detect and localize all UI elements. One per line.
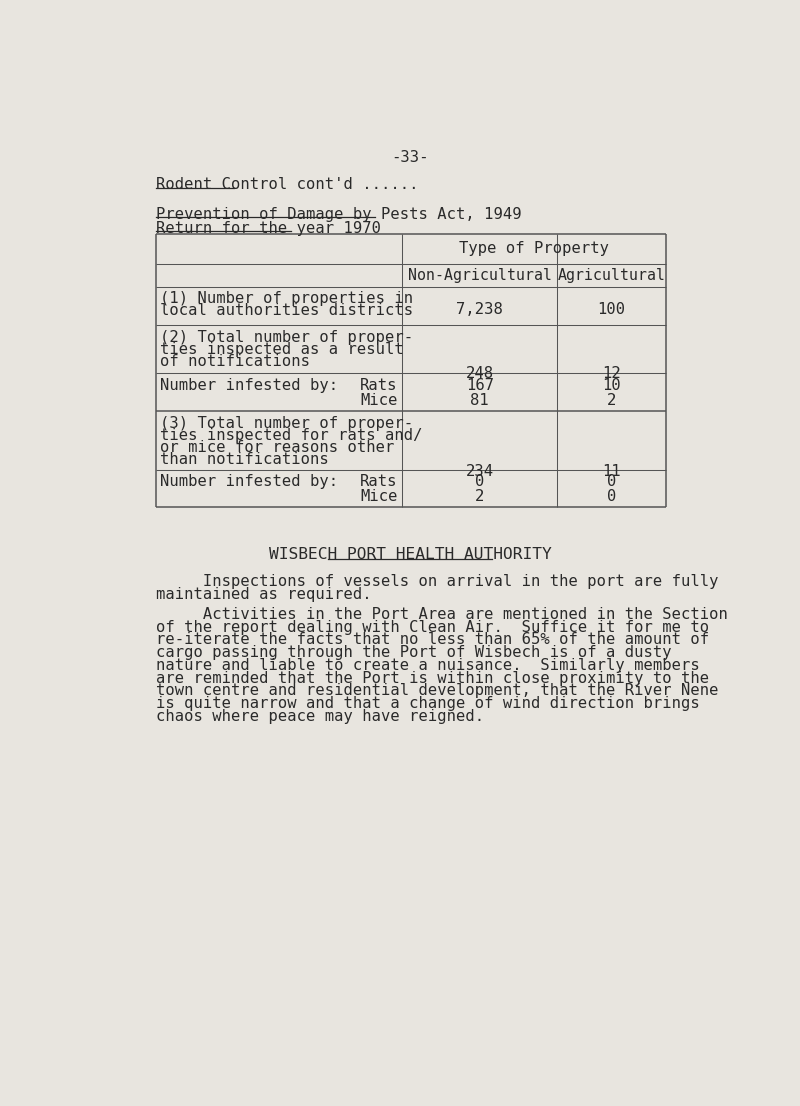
Text: Rats: Rats <box>360 473 398 489</box>
Text: (3) Total number of proper-: (3) Total number of proper- <box>161 416 414 431</box>
Text: (2) Total number of proper-: (2) Total number of proper- <box>161 330 414 345</box>
Text: or mice for reasons other: or mice for reasons other <box>161 440 395 455</box>
Text: ties inspected as a result: ties inspected as a result <box>161 342 404 357</box>
Text: 0: 0 <box>475 473 485 489</box>
Text: 0: 0 <box>607 489 616 504</box>
Text: chaos where peace may have reigned.: chaos where peace may have reigned. <box>156 709 484 723</box>
Text: of the report dealing with Clean Air.  Suffice it for me to: of the report dealing with Clean Air. Su… <box>156 619 709 635</box>
Text: maintained as required.: maintained as required. <box>156 586 371 602</box>
Text: is quite narrow and that a change of wind direction brings: is quite narrow and that a change of win… <box>156 696 699 711</box>
Text: Return for the year 1970: Return for the year 1970 <box>156 220 381 236</box>
Text: 100: 100 <box>598 302 626 316</box>
Text: town centre and residential development, that the River Nene: town centre and residential development,… <box>156 684 718 698</box>
Text: Activities in the Port Area are mentioned in the Section: Activities in the Port Area are mentione… <box>156 607 728 622</box>
Text: (1) Number of properties in: (1) Number of properties in <box>161 291 414 306</box>
Text: 2: 2 <box>607 393 616 408</box>
Text: are reminded that the Port is within close proximity to the: are reminded that the Port is within clo… <box>156 670 709 686</box>
Text: Prevention of Damage by Pests Act, 1949: Prevention of Damage by Pests Act, 1949 <box>156 207 522 221</box>
Text: Number infested by:: Number infested by: <box>161 377 338 393</box>
Text: Type of Property: Type of Property <box>459 241 609 257</box>
Text: 10: 10 <box>602 377 621 393</box>
Text: 234: 234 <box>466 463 494 479</box>
Text: 11: 11 <box>602 463 621 479</box>
Text: 248: 248 <box>466 366 494 380</box>
Text: nature and liable to create a nuisance.  Similarly members: nature and liable to create a nuisance. … <box>156 658 699 672</box>
Text: Agricultural: Agricultural <box>558 268 666 283</box>
Text: ties inspected for rats and/: ties inspected for rats and/ <box>161 428 423 444</box>
Text: of notifications: of notifications <box>161 354 310 368</box>
Text: 81: 81 <box>470 393 489 408</box>
Text: Mice: Mice <box>360 489 398 504</box>
Text: 2: 2 <box>475 489 485 504</box>
Text: Mice: Mice <box>360 393 398 408</box>
Text: 12: 12 <box>602 366 621 380</box>
Text: Rodent Control cont'd ......: Rodent Control cont'd ...... <box>156 177 418 192</box>
Text: Non-Agricultural: Non-Agricultural <box>408 268 552 283</box>
Text: 0: 0 <box>607 473 616 489</box>
Text: 167: 167 <box>466 377 494 393</box>
Text: WISBECH PORT HEALTH AUTHORITY: WISBECH PORT HEALTH AUTHORITY <box>269 547 551 562</box>
Text: Number infested by:: Number infested by: <box>161 473 338 489</box>
Text: Rats: Rats <box>360 377 398 393</box>
Text: local authorities districts: local authorities districts <box>161 303 414 319</box>
Text: -33-: -33- <box>391 149 429 165</box>
Text: than notifications: than notifications <box>161 452 330 467</box>
Text: Inspections of vessels on arrival in the port are fully: Inspections of vessels on arrival in the… <box>156 574 718 588</box>
Text: re-iterate the facts that no less than 65% of the amount of: re-iterate the facts that no less than 6… <box>156 633 709 647</box>
Text: 7,238: 7,238 <box>456 302 503 316</box>
Text: cargo passing through the Port of Wisbech is of a dusty: cargo passing through the Port of Wisbec… <box>156 645 671 660</box>
